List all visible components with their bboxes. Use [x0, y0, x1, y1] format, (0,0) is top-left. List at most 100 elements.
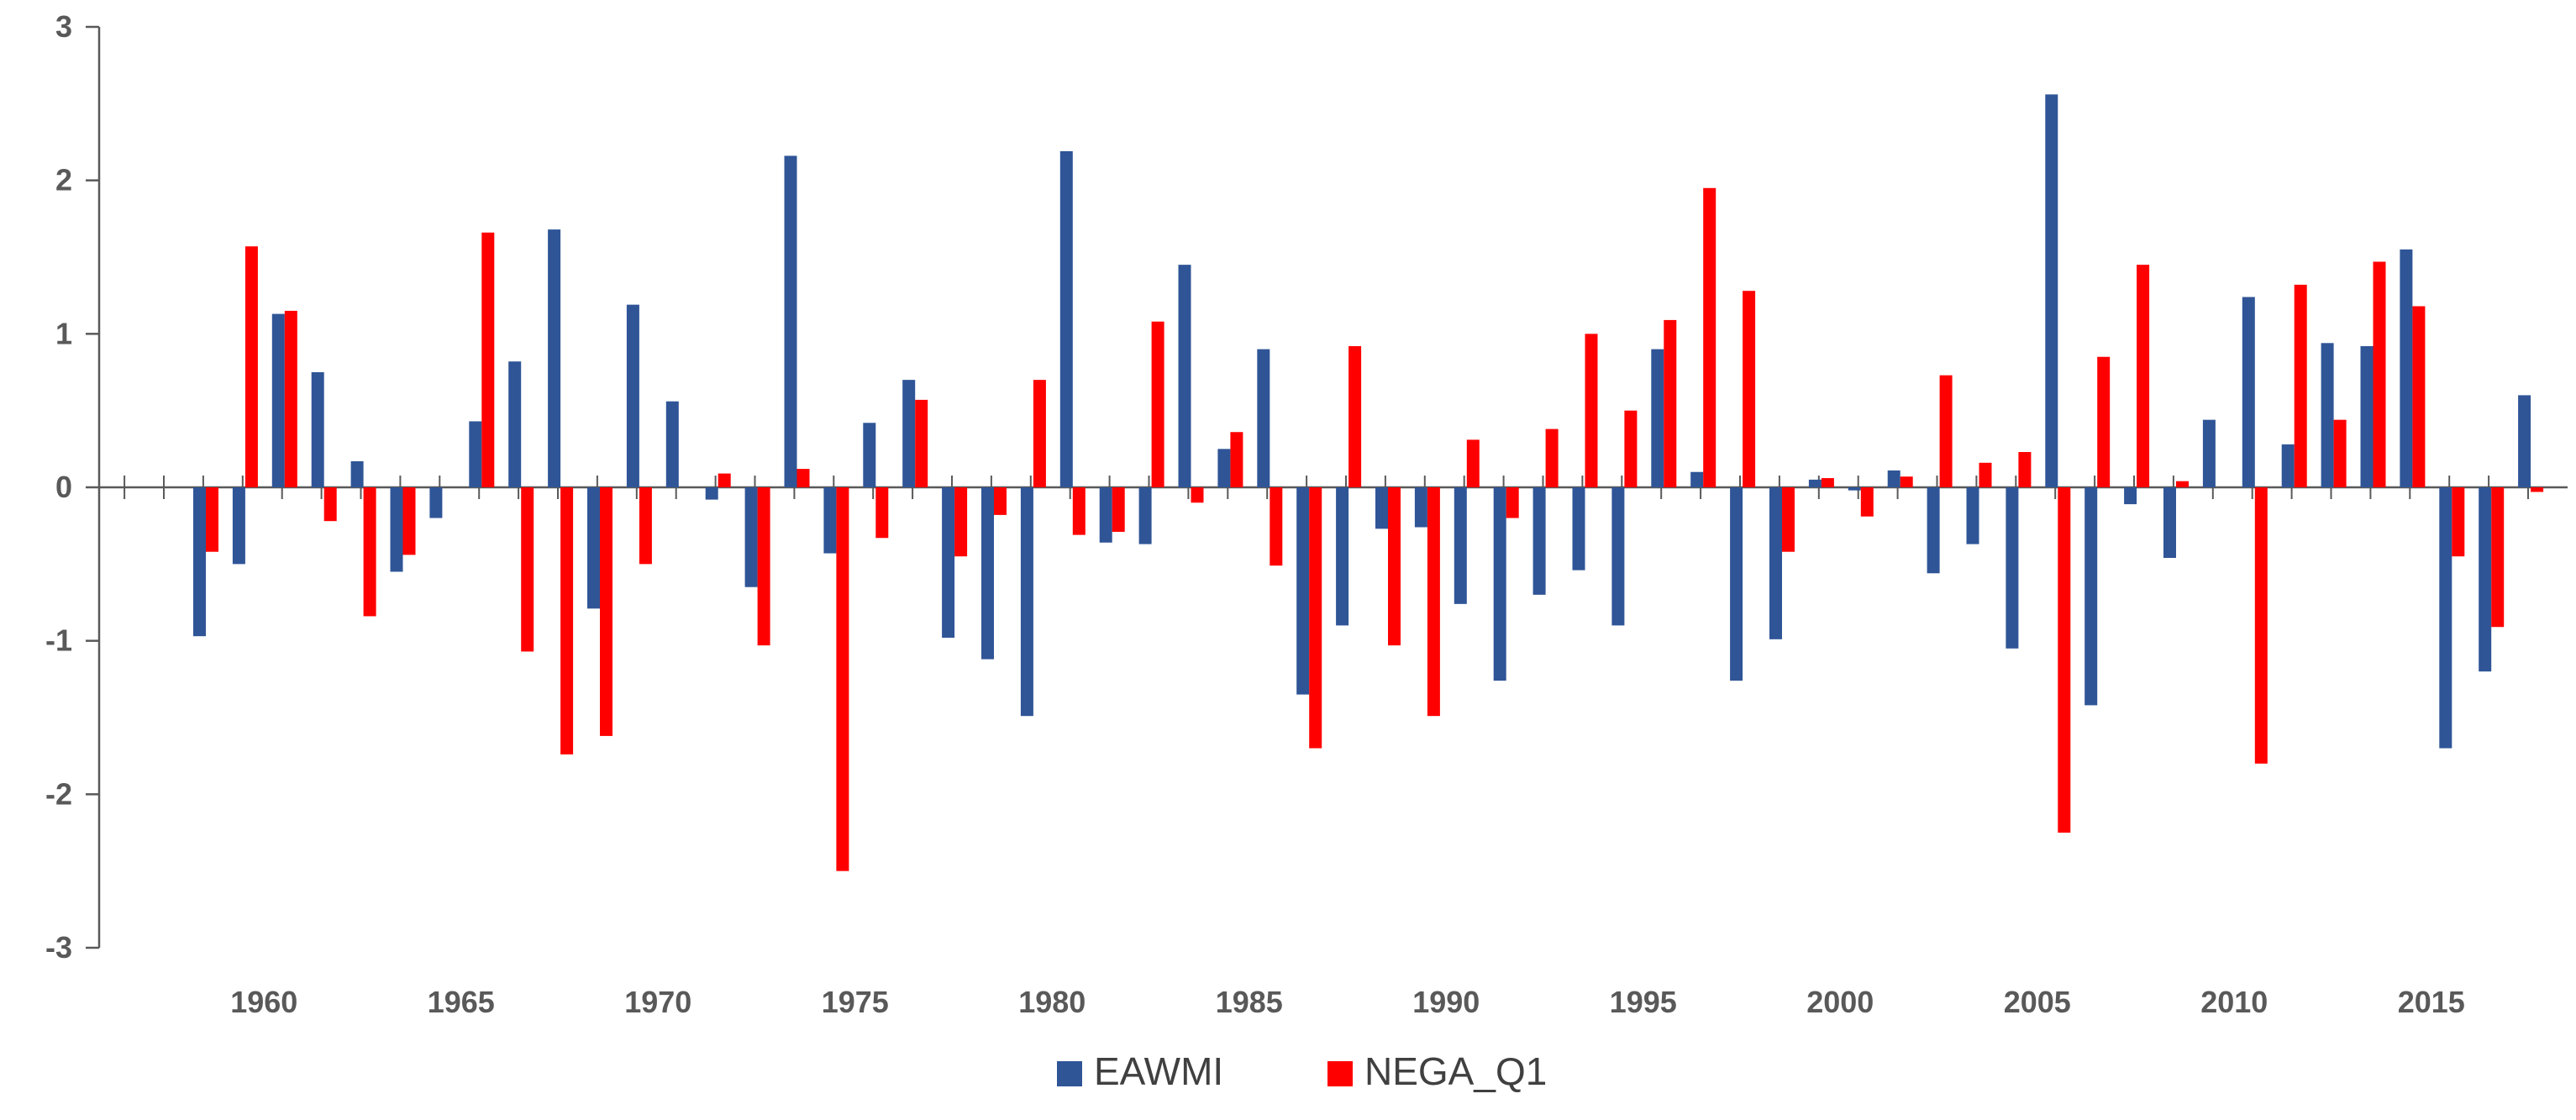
x-tick-label: 1970 [624, 985, 691, 1019]
nega-q1-bar [2176, 481, 2189, 487]
nega-q1-bar [2137, 265, 2150, 487]
eawmi-bar [2400, 249, 2413, 487]
nega-q1-bar [1860, 487, 1874, 517]
eawmi-bar [2518, 395, 2531, 487]
eawmi-bar [2045, 94, 2058, 487]
eawmi-bar [350, 460, 364, 487]
eawmi-bar [2124, 487, 2137, 505]
legend-label: EAWMI [1094, 1049, 1223, 1093]
legend-item-nega-q1: NEGA_Q1 [1327, 1049, 1547, 1093]
eawmi-bar [823, 487, 837, 554]
nega-q1-bar [560, 487, 574, 755]
eawmi-bar [271, 313, 285, 487]
nega-q1-bar [954, 487, 968, 557]
eawmi-bar [1927, 487, 1940, 574]
eawmi-bar [1336, 487, 1349, 626]
nega-q1-bar [757, 487, 770, 646]
nega-q1-bar [2294, 284, 2307, 487]
nega-q1-bar [1072, 487, 1086, 535]
nega-q1-bar [1979, 462, 1992, 487]
nega-q1-bar [521, 487, 534, 652]
eawmi-bar [902, 380, 916, 487]
nega-q1-bar [994, 487, 1007, 515]
x-tick-label: 2015 [2398, 985, 2465, 1019]
eawmi-bar [1651, 349, 1664, 487]
eawmi-bar [2321, 343, 2334, 487]
eawmi-bar [1690, 471, 1704, 487]
nega-q1-bar [363, 487, 376, 617]
nega-q1-bar [1230, 432, 1243, 487]
eawmi-bar [1059, 150, 1073, 487]
nega-q1-bar [2412, 306, 2426, 487]
eawmi-bar [1178, 265, 1191, 487]
nega-q1-bar [1782, 487, 1795, 552]
nega-q1-bar [2097, 356, 2111, 487]
eawmi-bar [1966, 487, 1979, 544]
nega-q1-bar [206, 487, 218, 552]
eawmi-bar [508, 361, 522, 487]
eawmi-bar [1532, 487, 1546, 595]
eawmi-bar [1375, 487, 1388, 529]
y-tick-label: 3 [55, 9, 72, 44]
nega-q1-bar [244, 246, 258, 487]
nega-q1-bar [402, 487, 416, 555]
nega-q1-bar [875, 487, 889, 539]
nega-q1-bar [2531, 487, 2544, 492]
eawmi-bar [232, 487, 245, 565]
nega-q1-bar [1703, 187, 1716, 488]
eawmi-bar [1730, 487, 1743, 681]
eawmi-bar [2084, 487, 2098, 706]
nega-q1-bar [1151, 321, 1164, 487]
eawmi-bar [981, 487, 994, 660]
y-tick-label: -2 [45, 776, 72, 811]
nega-q1-bar [1545, 429, 1559, 487]
eawmi-bar [626, 304, 639, 487]
nega-q1-bar [284, 310, 297, 487]
x-tick-label: 1985 [1216, 985, 1283, 1019]
nega-q1-bar [323, 487, 337, 522]
eawmi-bar [705, 487, 718, 500]
y-axis: -3 -2 -1 0 1 2 3 [45, 9, 101, 965]
x-tick-label: 1960 [230, 985, 297, 1019]
eawmi-bar [1414, 487, 1427, 528]
eawmi-bar [548, 229, 561, 487]
eawmi-bar [2479, 487, 2492, 672]
nega-q1-bar [1506, 487, 1519, 518]
nega-q1-bar [1191, 487, 1204, 503]
eawmi-bar [2006, 487, 2019, 649]
nega-q1-bar [1624, 410, 1638, 487]
eawmi-bar [1217, 449, 1231, 487]
eawmi-bar [1138, 487, 1152, 544]
nega-q1-bar [1270, 487, 1283, 566]
x-tick-label: 1995 [1610, 985, 1677, 1019]
y-tick-label: -1 [45, 623, 72, 658]
eawmi-bar [1848, 487, 1861, 491]
y-tick-label: -3 [45, 930, 72, 965]
eawmi-bar [1808, 479, 1822, 487]
legend: EAWMI NEGA_Q1 [1057, 1049, 1547, 1093]
eawmi-bar [1611, 487, 1625, 626]
eawmi-bar [429, 487, 443, 518]
nega-q1-bar [1585, 334, 1598, 487]
legend-swatch [1057, 1061, 1082, 1086]
eawmi-bar [311, 372, 324, 487]
x-tick-label: 1975 [822, 985, 889, 1019]
bar-series-group [193, 94, 2544, 871]
eawmi-bar [1020, 487, 1033, 717]
nega-q1-bar [600, 487, 612, 736]
nega-q1-bar [1743, 291, 1756, 487]
eawmi-bar [1099, 487, 1112, 543]
eawmi-bar [193, 487, 206, 637]
eawmi-bar [1454, 487, 1467, 604]
nega-q1-bar [718, 473, 731, 487]
legend-label: NEGA_Q1 [1364, 1049, 1547, 1093]
eawmi-bar [2439, 487, 2452, 749]
nega-q1-bar [915, 399, 928, 487]
nega-q1-bar [481, 232, 495, 487]
x-tick-label: 1965 [428, 985, 495, 1019]
x-tick-label: 2000 [1806, 985, 1874, 1019]
nega-q1-bar [1348, 345, 1362, 487]
nega-q1-bar [2452, 487, 2465, 557]
eawmi-bar [1493, 487, 1506, 681]
nega-q1-bar [1427, 487, 1440, 717]
